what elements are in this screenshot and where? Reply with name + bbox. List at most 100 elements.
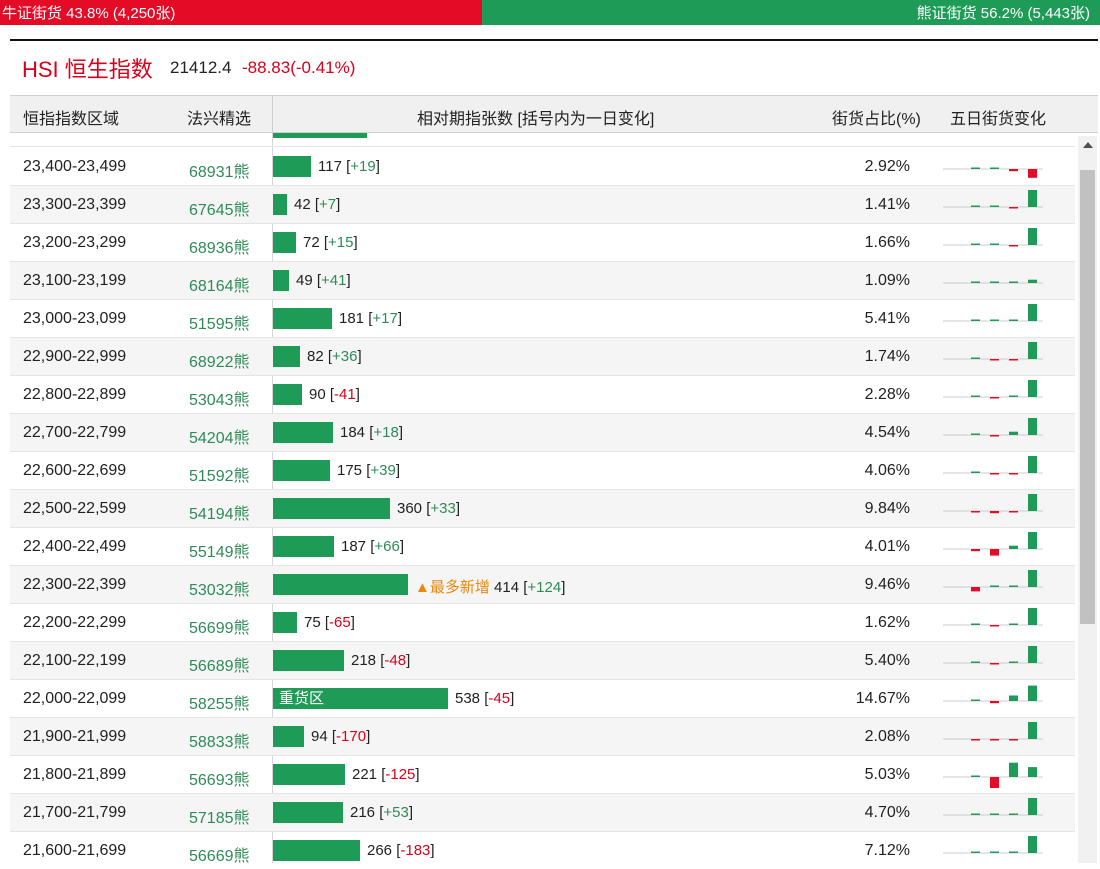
table-row[interactable]: 22,200-22,299 56699熊 75 [-65] 1.62%: [10, 604, 1075, 642]
sparkline-bar: [990, 167, 999, 169]
count-number: 181: [339, 310, 365, 327]
sparkline-bar: [990, 851, 999, 853]
warrant-code-link[interactable]: 68922熊: [189, 354, 250, 371]
table-row[interactable]: 21,600-21,699 56669熊 266 [-183] 7.12%: [10, 832, 1075, 863]
sparkline-bar: [971, 699, 980, 701]
five-day-sparkline: [943, 685, 1043, 704]
header-range[interactable]: 恒指指数区域: [23, 111, 120, 128]
delta-value: -65: [329, 614, 351, 631]
warrant-code-link[interactable]: 57185熊: [189, 810, 250, 827]
sparkline-bar: [1009, 207, 1018, 209]
warrant-code-link[interactable]: 68931熊: [189, 164, 250, 181]
most-increase-label: ▲最多新增: [415, 579, 495, 596]
count-number: 187: [341, 538, 367, 555]
warrant-code-link[interactable]: 58833熊: [189, 734, 250, 751]
share-percent: 2.28%: [864, 386, 910, 403]
table-row[interactable]: 23,000-23,099 51595熊 181 [+17] 5.41%: [10, 300, 1075, 338]
sparkline-bar: [1009, 473, 1018, 475]
sparkline-bar: [990, 585, 999, 587]
header-pick[interactable]: 法兴精选: [187, 111, 252, 128]
scrollbar[interactable]: [1078, 136, 1097, 863]
sparkline-bar: [971, 549, 980, 552]
count-bar: [273, 133, 367, 138]
count-bar: [273, 460, 330, 481]
index-change: -88.83(-0.41%): [242, 58, 356, 77]
table-row[interactable]: 23,300-23,399 67645熊 42 [+7] 1.41%: [10, 186, 1075, 224]
table-row[interactable]: 22,300-22,399 53032熊 ▲最多新增 414 [+124] 9.46%: [10, 566, 1075, 604]
share-percent: 9.46%: [864, 576, 910, 593]
count-bar: [273, 764, 345, 785]
warrant-code-link[interactable]: 51592熊: [189, 468, 250, 485]
table-row[interactable]: 22,000-22,099 58255熊 重货区 538 [-45] 14.67%: [10, 680, 1075, 718]
count-number: 216: [350, 804, 376, 821]
sparkline-bar: [971, 433, 980, 435]
table-row[interactable]: 22,500-22,599 54194熊 360 [+33] 9.84%: [10, 490, 1075, 528]
header-five-day[interactable]: 五日街货变化: [950, 111, 1047, 128]
sparkline-bar: [1009, 695, 1018, 701]
warrant-code-link[interactable]: 56689熊: [189, 658, 250, 675]
scrollbar-thumb[interactable]: [1080, 170, 1095, 624]
sparkline-bar: [1028, 767, 1037, 777]
table-row[interactable]: 23,100-23,199 68164熊 49 [+41] 1.09%: [10, 262, 1075, 300]
warrant-code-link[interactable]: 67645熊: [189, 202, 250, 219]
warrant-code-link[interactable]: 68164熊: [189, 278, 250, 295]
count-value: 181 [+17]: [339, 310, 402, 327]
table-row[interactable]: 22,800-22,899 53043熊 90 [-41] 2.28%: [10, 376, 1075, 414]
warrant-code-link[interactable]: 56669熊: [189, 848, 250, 863]
table-row[interactable]: 22,100-22,199 56689熊 218 [-48] 5.40%: [10, 642, 1075, 680]
table-row[interactable]: 23,200-23,299 68936熊 72 [+15] 1.66%: [10, 224, 1075, 262]
header-share[interactable]: 街货占比(%): [832, 111, 921, 128]
warrant-code-link[interactable]: 54204熊: [189, 430, 250, 447]
count-number: 175: [337, 462, 363, 479]
warrant-code-link[interactable]: 58255熊: [189, 696, 250, 713]
sparkline-bar: [990, 701, 999, 704]
table-row[interactable]: 22,600-22,699 51592熊 175 [+39] 4.06%: [10, 452, 1075, 490]
warrant-code-link[interactable]: 53032熊: [189, 582, 250, 599]
delta-value: +53: [383, 804, 409, 821]
table-row[interactable]: 22,400-22,499 55149熊 187 [+66] 4.01%: [10, 528, 1075, 566]
sparkline-bar: [971, 661, 980, 663]
five-day-sparkline: [943, 190, 1043, 209]
scroll-up-arrow-icon[interactable]: [1083, 142, 1093, 148]
table-row[interactable]: 21,900-21,999 58833熊 94 [-170] 2.08%: [10, 718, 1075, 756]
count-bar: [273, 232, 296, 253]
warrant-code-link[interactable]: 53043熊: [189, 392, 250, 409]
table-row[interactable]: 22,700-22,799 54204熊 184 [+18] 4.54%: [10, 414, 1075, 452]
delta-value: -45: [488, 690, 511, 707]
share-percent: 1.62%: [864, 614, 910, 631]
table-row[interactable]: 23,400-23,499 68931熊 117 [+19] 2.92%: [10, 148, 1075, 186]
warrant-code-link[interactable]: 51595熊: [189, 316, 250, 333]
count-bar: [273, 384, 302, 405]
delta-value: +18: [373, 424, 399, 441]
sparkline-bar: [1009, 545, 1018, 549]
table-row[interactable]: 22,900-22,999 68922熊 82 [+36] 1.74%: [10, 338, 1075, 376]
five-day-sparkline: [943, 570, 1043, 592]
count-bar: [273, 498, 390, 519]
warrant-code-link[interactable]: 68936熊: [189, 240, 250, 257]
delta-value: +17: [372, 310, 398, 327]
sparkline-bar: [990, 435, 999, 437]
count-number: 184: [340, 424, 366, 441]
range-cell: 23,300-23,399: [23, 196, 127, 213]
count-number: 94: [311, 728, 328, 745]
delta-value: -125: [385, 766, 416, 783]
count-bar: [273, 840, 360, 861]
sparkline-bar: [971, 775, 980, 777]
five-day-sparkline: [943, 646, 1043, 665]
sparkline-bar: [990, 549, 999, 556]
share-percent: 5.40%: [864, 652, 910, 669]
table-row[interactable]: 21,700-21,799 57185熊 216 [+53] 4.70%: [10, 794, 1075, 832]
table-row[interactable]: 21,800-21,899 56693熊 221 [-125] 5.03%: [10, 756, 1075, 794]
sparkline-bar: [1009, 511, 1018, 513]
warrant-code-link[interactable]: 54194熊: [189, 506, 250, 523]
range-cell: 22,800-22,899: [23, 386, 127, 403]
warrant-code-link[interactable]: 56699熊: [189, 620, 250, 637]
five-day-sparkline: [943, 279, 1043, 284]
count-value: 117 [+19]: [318, 158, 380, 175]
warrant-code-link[interactable]: 56693熊: [189, 772, 250, 789]
sparkline-bar: [1009, 762, 1018, 777]
warrant-code-link[interactable]: 55149熊: [189, 544, 250, 561]
five-day-sparkline: [943, 342, 1043, 361]
sparkline-bar: [990, 281, 999, 283]
header-relative[interactable]: 相对期指张数 [括号内为一日变化]: [417, 111, 655, 128]
